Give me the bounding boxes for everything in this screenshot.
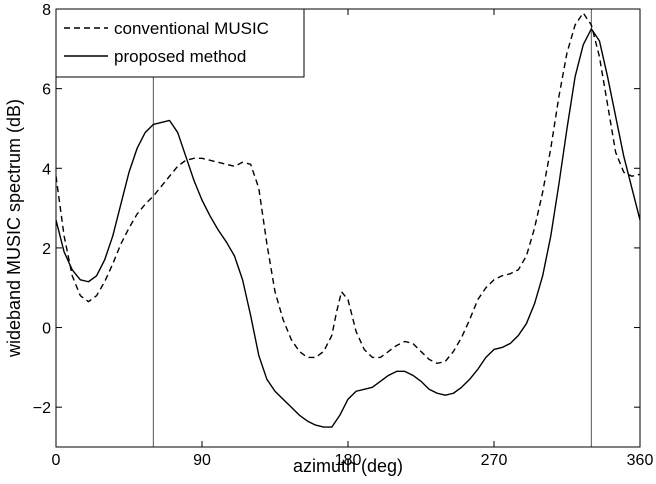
x-tick-label: 90 (193, 452, 211, 469)
x-tick-label: 0 (52, 452, 61, 469)
series-line-0 (56, 12, 640, 365)
x-tick-label: 360 (627, 452, 654, 469)
y-tick-label: 0 (42, 321, 51, 338)
y-tick-label: −2 (33, 400, 51, 417)
legend-label-0: conventional MUSIC (114, 19, 269, 38)
legend-box (55, 8, 305, 78)
y-tick-label: 4 (42, 161, 51, 178)
x-axis-label: azimuth (deg) (293, 456, 403, 476)
x-tick-label: 270 (481, 452, 508, 469)
y-tick-label: 6 (42, 82, 51, 99)
legend-label-1: proposed method (114, 47, 246, 66)
y-tick-label: 8 (42, 2, 51, 19)
y-axis-label: wideband MUSIC spectrum (dB) (4, 99, 24, 358)
legend: conventional MUSIC proposed method (55, 8, 305, 78)
series-line-1 (56, 28, 640, 428)
x-tick-label: 180 (335, 452, 362, 469)
y-tick-label: 2 (42, 241, 51, 258)
